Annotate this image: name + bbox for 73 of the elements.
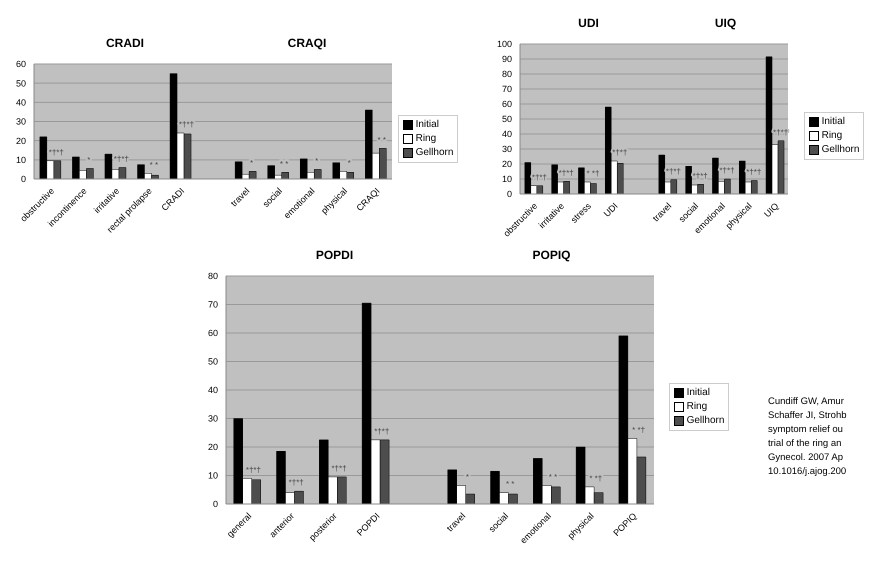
annotation: * *† [589, 474, 602, 483]
annotation: * *† [586, 169, 600, 178]
annotation: *†*† [612, 148, 628, 157]
y-tick-label: 40 [16, 98, 26, 108]
y-tick-label: 20 [502, 159, 512, 170]
y-tick-label: 20 [16, 136, 26, 146]
legend-label: Gellhorn [822, 143, 860, 157]
annotation: * * [280, 159, 288, 168]
chart-subtitle: POPIQ [531, 248, 572, 264]
annotation: * [315, 156, 318, 166]
y-tick-label: 100 [496, 39, 512, 50]
annotation: *†*† [558, 168, 574, 178]
y-tick-label: 60 [502, 99, 512, 110]
legend-label: Initial [822, 115, 845, 129]
legend-label: Ring [822, 129, 842, 143]
legend-label: Initial [416, 118, 439, 132]
chart-title: POPDI [314, 248, 354, 264]
annotation: * * [506, 480, 514, 489]
annotation: *†*† [331, 464, 347, 473]
y-tick-label: 60 [208, 328, 218, 338]
annotation: *†*† [719, 166, 735, 175]
x-tick-label: UIQ [762, 200, 781, 220]
y-tick-label: 80 [208, 271, 218, 282]
y-tick-label: 30 [16, 116, 26, 127]
annotation: *†*† [114, 154, 129, 164]
y-tick-label: 30 [502, 144, 512, 154]
annotation: *†*† [246, 465, 261, 474]
annotation: *†*† [288, 478, 304, 488]
y-tick-label: 70 [208, 300, 218, 310]
y-tick-label: 0 [20, 174, 26, 184]
y-tick-label: 30 [208, 414, 218, 424]
annotation: *†*† [178, 120, 194, 129]
annotation: *†*† [692, 171, 708, 180]
y-tick-label: 50 [208, 356, 218, 367]
y-tick-label: 40 [502, 129, 512, 140]
annotation: *†*† [48, 148, 64, 157]
annotation: *†*† [773, 128, 788, 137]
legend-label: Gellhorn [416, 146, 454, 160]
annotation: * [250, 158, 254, 168]
annotation: * [87, 155, 90, 164]
annotation: * [466, 472, 469, 482]
y-tick-label: 50 [16, 78, 26, 88]
y-tick-label: 0 [506, 189, 512, 200]
legend-label: Ring [416, 132, 436, 146]
y-tick-label: 90 [502, 54, 512, 64]
y-tick-label: 10 [16, 155, 26, 166]
chart-title: UDI [577, 16, 600, 32]
y-tick-label: 10 [502, 174, 512, 184]
annotation: *†*† [746, 168, 762, 176]
legend-label: Gellhorn [686, 414, 724, 428]
y-tick-label: 50 [502, 114, 512, 124]
legend-label: Initial [686, 386, 710, 400]
chart-title: CRADI [105, 36, 145, 52]
legend-label: Ring [686, 400, 708, 414]
y-tick-label: 80 [502, 69, 512, 80]
annotation: * * [548, 472, 558, 482]
y-tick-label: 0 [212, 499, 218, 510]
y-tick-label: 40 [208, 385, 218, 396]
annotation: * * [150, 160, 158, 170]
y-tick-label: 60 [16, 59, 26, 70]
annotation: * [348, 158, 351, 168]
chart-subtitle: CRAQI [286, 36, 328, 52]
y-tick-label: 10 [208, 470, 218, 481]
annotation: * *† [632, 425, 646, 434]
annotation: *†*† [374, 426, 390, 436]
annotation: *†*† [666, 166, 681, 176]
x-tick-label: UDI [602, 200, 620, 219]
y-tick-label: 20 [208, 442, 218, 452]
chart-subtitle: UIQ [714, 16, 738, 32]
annotation: *†*† [532, 172, 547, 182]
text: Cundiff GW, Amur Schaffer JI, Strohb symptom relief ou trial of the ring an Gynecol. 2007 Ap 10.1016/j.ajog.200 [768, 395, 848, 479]
y-tick-label: 70 [502, 84, 512, 94]
annotation: * * [378, 135, 386, 144]
